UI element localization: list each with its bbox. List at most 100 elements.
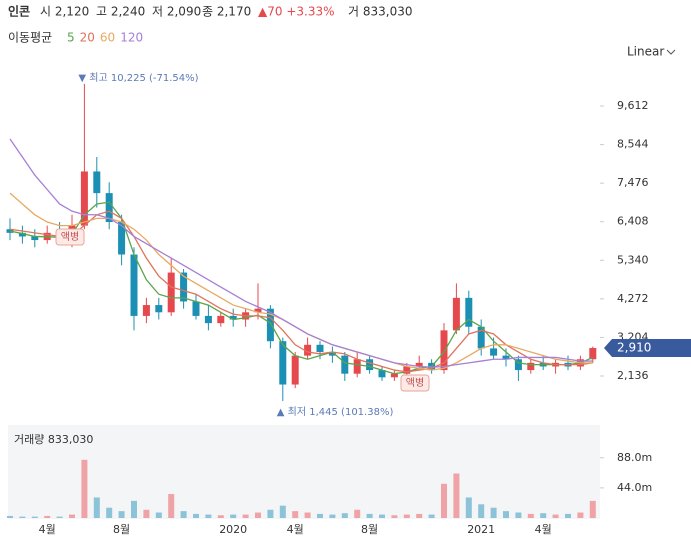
volume-bar	[168, 494, 175, 518]
candle-body	[192, 301, 200, 316]
volume-bar	[490, 507, 497, 518]
volume-panel	[8, 425, 600, 519]
candle-body	[229, 315, 237, 320]
volume-bar	[131, 500, 137, 518]
candle-body	[589, 348, 597, 360]
volume-bar	[7, 515, 13, 518]
candle-body	[31, 236, 39, 241]
close: 종 2,170	[202, 5, 251, 19]
x-tick-label: 2021	[467, 523, 495, 536]
event-box	[55, 228, 85, 246]
candle-body	[477, 326, 485, 349]
legend-entry: 60	[100, 31, 115, 45]
candle-body	[390, 373, 398, 378]
volume-bar	[242, 514, 249, 518]
volume-bar	[416, 513, 423, 518]
last-price-badge	[604, 339, 691, 358]
candle-body	[514, 359, 522, 371]
volume-bar	[19, 516, 26, 518]
volume-bar	[527, 513, 534, 518]
volume-bar	[69, 514, 75, 518]
volume-bar	[230, 514, 237, 518]
candle-body	[304, 344, 312, 356]
volume-bar	[329, 514, 336, 518]
volume-bar	[317, 513, 323, 518]
volume-bar	[379, 514, 385, 518]
volume-bar	[106, 507, 113, 518]
y-tick-label: 7,476	[617, 176, 649, 189]
event-label: 액병	[61, 231, 79, 243]
x-tick-label: 8월	[361, 523, 378, 536]
candle-body	[217, 315, 225, 324]
volume-bar	[515, 512, 522, 518]
moving-average	[9, 201, 594, 375]
volume-bar	[540, 513, 547, 518]
candle-body	[80, 171, 88, 226]
candle-body	[167, 272, 175, 313]
candle-body	[130, 254, 138, 316]
volume-bar	[56, 516, 63, 518]
volume-bar	[403, 514, 410, 518]
candle-body	[527, 362, 535, 371]
candle-body	[366, 359, 374, 371]
volume-tick-label: 88.0m	[617, 451, 652, 464]
volume-bar	[503, 511, 509, 518]
candle-body	[279, 341, 287, 385]
candle-body	[18, 232, 26, 237]
volume-bar	[118, 511, 125, 518]
volume-bar	[31, 516, 38, 518]
volume-title: 거래량 833,030	[14, 433, 93, 446]
event-box	[400, 374, 430, 392]
candle-body	[118, 222, 126, 255]
high-annotation: ▼ 최고 10,225 (-71.54%)	[78, 72, 198, 84]
volume-bar	[304, 512, 311, 518]
y-tick-label: 9,612	[617, 99, 649, 112]
volume-bar	[589, 500, 596, 518]
x-tick-label: 4월	[39, 523, 56, 536]
candle-body	[254, 308, 262, 313]
volume: 거 833,030	[348, 5, 412, 19]
candle-body	[403, 366, 411, 374]
candle-body	[328, 352, 336, 356]
volume-bar	[366, 513, 373, 518]
low-annotation: ▲ 최저 1,445 (101.38%)	[277, 406, 394, 418]
candle-body	[142, 305, 150, 316]
candle-body	[316, 344, 324, 353]
volume-bar	[93, 497, 100, 518]
volume-bar	[565, 513, 571, 518]
volume-bar	[44, 515, 51, 518]
candle-body	[93, 171, 101, 194]
volume-bar	[441, 483, 447, 518]
low: 저 2,090	[152, 5, 201, 19]
volume-bar	[279, 505, 286, 518]
legend-entry: 120	[120, 31, 143, 45]
moving-average	[9, 138, 593, 368]
volume-bar	[155, 512, 162, 518]
candle-body	[341, 355, 349, 374]
scale-button[interactable]: Linear	[627, 45, 676, 59]
moving-average	[9, 210, 593, 373]
candle-body	[502, 355, 510, 360]
volume-bar	[465, 497, 472, 518]
candle-body	[266, 308, 274, 342]
y-tick-label: 8,544	[617, 138, 649, 151]
y-tick-label: 6,408	[617, 215, 649, 228]
volume-bar	[205, 514, 212, 518]
volume-bar	[180, 511, 187, 518]
x-tick-label: 4월	[535, 523, 552, 536]
candle-body	[155, 305, 163, 313]
volume-bar	[143, 509, 150, 518]
volume-bar	[552, 514, 559, 518]
candle-body	[452, 297, 460, 331]
stock-name: 인콘	[8, 4, 30, 19]
candle-body	[353, 359, 361, 374]
volume-bar	[577, 512, 584, 518]
chevron	[666, 49, 676, 55]
volume-bar	[478, 504, 485, 518]
change: ▲70 +3.33%	[258, 5, 335, 19]
x-tick-label: 4월	[287, 523, 304, 536]
candle-body	[465, 297, 473, 327]
volume-bar	[341, 513, 348, 518]
scale-label[interactable]: Linear	[627, 45, 664, 59]
